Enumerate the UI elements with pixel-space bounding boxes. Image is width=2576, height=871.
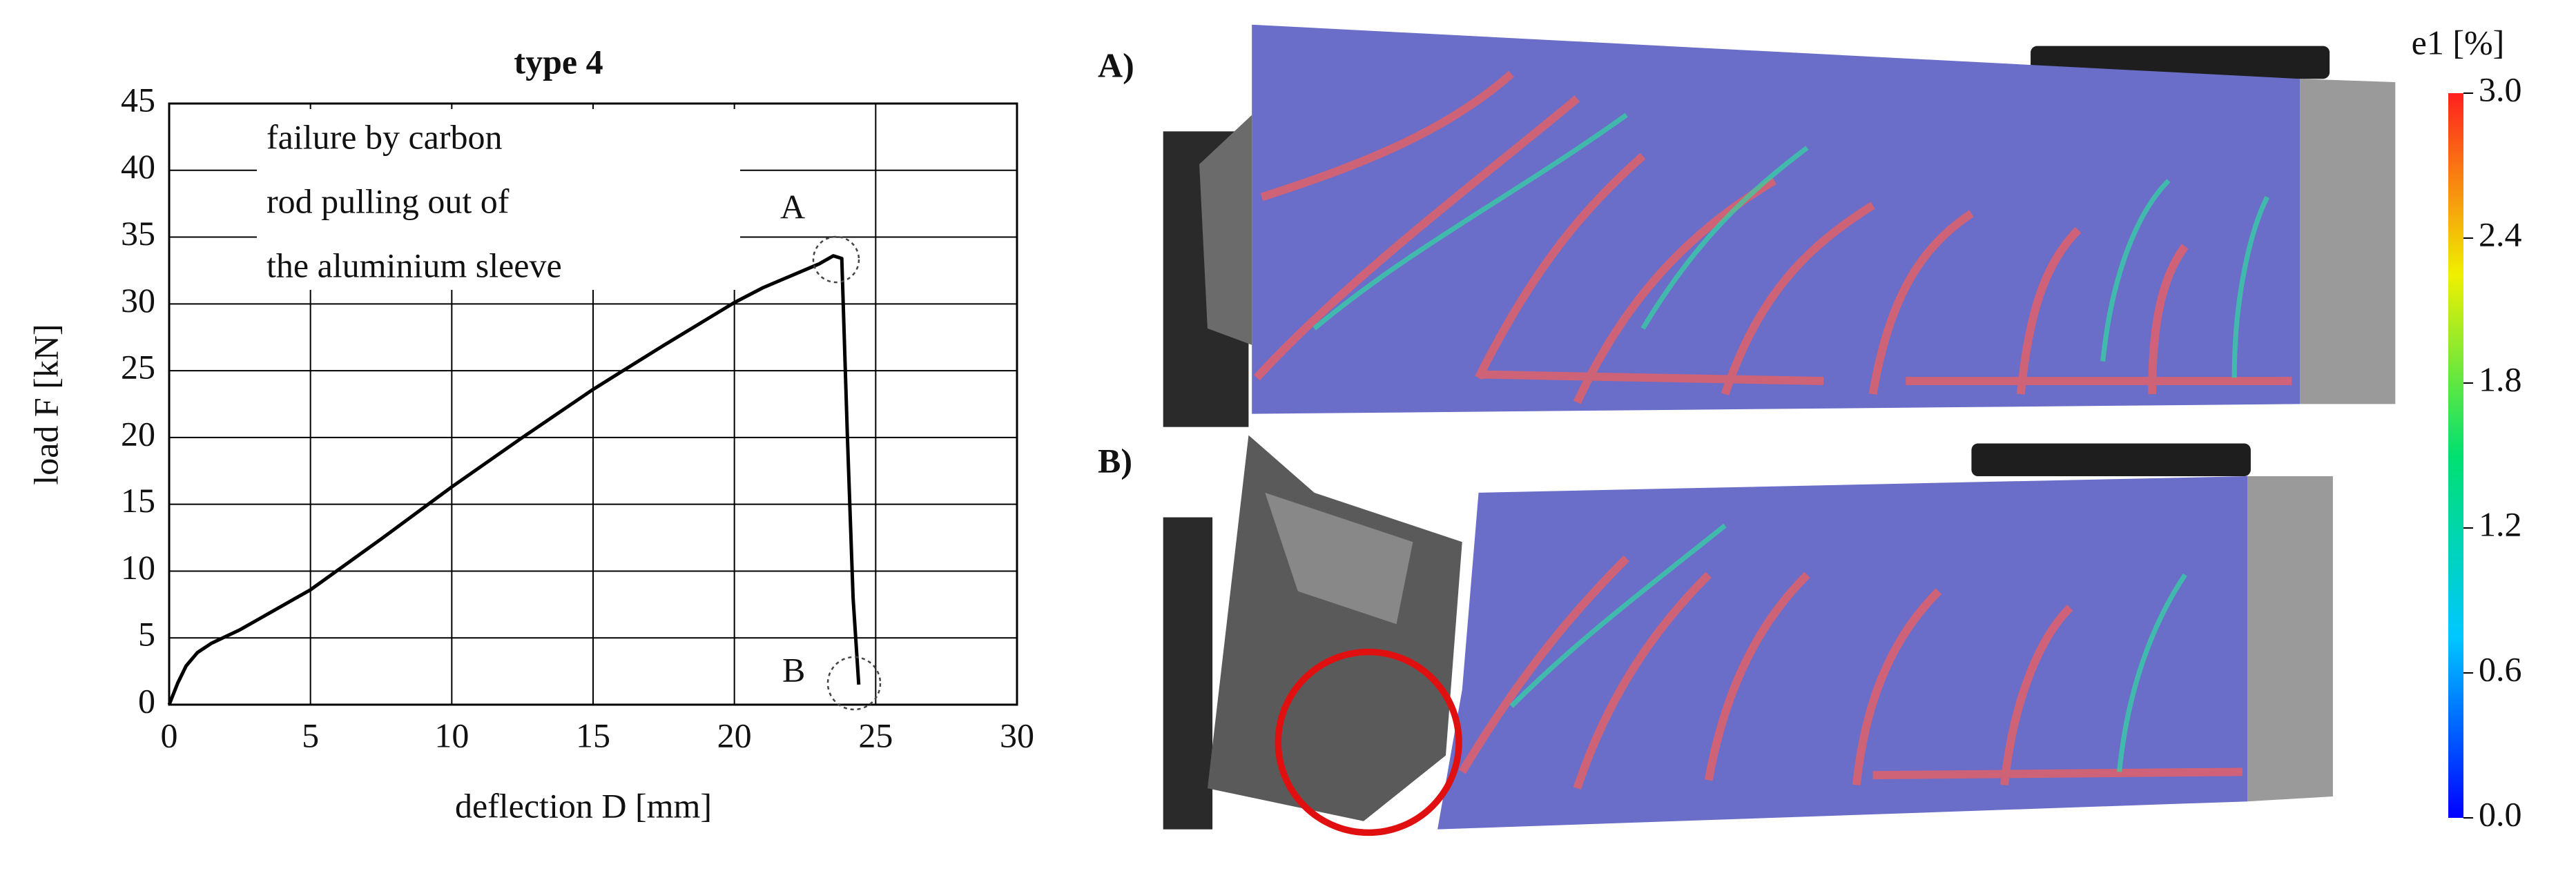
annotation: rod pulling out of <box>267 182 510 220</box>
y-tick-label: 10 <box>121 548 155 587</box>
x-tick-label: 5 <box>302 716 319 754</box>
y-tick-label: 45 <box>121 80 155 119</box>
x-tick-label: 25 <box>858 716 893 754</box>
x-tick-label: 30 <box>1000 716 1034 754</box>
point-label: B <box>782 650 805 689</box>
colorbar-label: e1 [%] <box>2412 23 2505 61</box>
y-tick-label: 35 <box>121 214 155 253</box>
marker-circle <box>826 656 882 711</box>
panel-label: B) <box>1098 441 1132 480</box>
colorbar-tick-label: 1.2 <box>2479 505 2522 543</box>
colorbar-tick-label: 0.6 <box>2479 649 2522 688</box>
x-axis-label: deflection D [mm] <box>455 786 712 825</box>
colorbar-ticks: 0.0 0.6 1.2 1.8 2.4 3.0 <box>2463 70 2522 833</box>
plot-area: 0 5 10 15 20 25 30 0 5 10 15 20 25 30 35 40 45 failure by… <box>121 80 1034 754</box>
x-tick-label: 20 <box>717 716 752 754</box>
photo-a <box>1163 24 2396 427</box>
point-label: A <box>780 187 805 226</box>
colorbar-tick-label: 2.4 <box>2479 215 2522 253</box>
x-tick-label: 0 <box>161 716 178 754</box>
colorbar <box>2448 93 2463 818</box>
colorbar-tick-label: 1.8 <box>2479 360 2522 398</box>
y-tick-label: 20 <box>121 414 155 453</box>
marker-circle <box>812 235 860 284</box>
colorbar-tick-label: 3.0 <box>2479 70 2522 108</box>
y-tick-label: 15 <box>121 481 155 520</box>
photographs <box>1163 24 2396 836</box>
y-tick-label: 5 <box>138 615 155 654</box>
chart-title: type 4 <box>514 42 603 81</box>
annotation: failure by carbon <box>267 117 503 156</box>
plot-frame <box>168 102 1018 706</box>
y-tick-label: 25 <box>121 348 155 386</box>
photo-b <box>1163 435 2333 836</box>
y-tick-label: 30 <box>121 281 155 320</box>
y-tick-label: 40 <box>121 147 155 186</box>
annotation: the aluminium sleeve <box>267 246 562 284</box>
x-tick-label: 10 <box>434 716 469 754</box>
annotation-box <box>257 109 740 290</box>
y-axis-label: load F [kN] <box>26 324 65 485</box>
x-tick-label: 15 <box>576 716 610 754</box>
y-tick-label: 0 <box>138 681 155 720</box>
panel-label: A) <box>1098 46 1134 84</box>
data-line <box>167 254 861 705</box>
colorbar-tick-label: 0.0 <box>2479 794 2522 833</box>
